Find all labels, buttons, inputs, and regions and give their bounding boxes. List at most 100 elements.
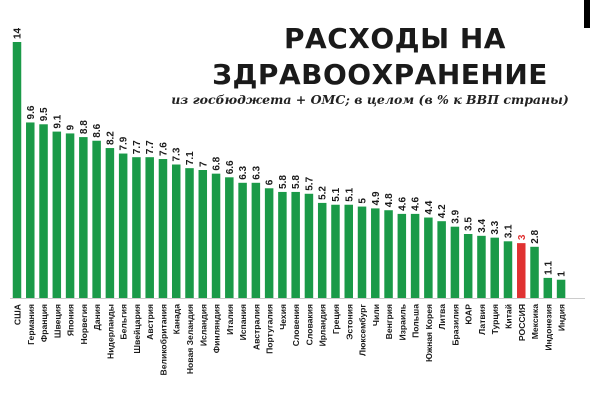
value-label-3: 9.5 <box>39 107 50 121</box>
category-label-5: Япония <box>66 304 76 336</box>
category-label-4: Швеция <box>52 304 62 338</box>
category-label-36: Латвия <box>477 304 487 335</box>
bar-36 <box>477 235 486 298</box>
value-label-19: 6.3 <box>251 165 262 179</box>
value-label-34: 3.9 <box>450 209 461 223</box>
value-label-41: 1.1 <box>543 261 554 275</box>
value-label-35: 3.5 <box>464 217 475 231</box>
bar-40 <box>530 246 539 298</box>
bar-24 <box>317 202 327 298</box>
bar-23 <box>304 193 314 298</box>
value-label-29: 4.8 <box>384 193 395 207</box>
bar-37 <box>490 237 499 298</box>
category-label-31: Польша <box>411 304 421 338</box>
bar-42 <box>556 279 566 298</box>
bar-38 <box>503 241 513 298</box>
category-label-23: Словакия <box>304 304 314 345</box>
bar-30 <box>397 213 407 298</box>
bar-18 <box>238 182 247 298</box>
edge-marker <box>584 0 590 28</box>
category-label-27: Люксембург <box>358 304 368 356</box>
bar-27 <box>357 206 367 298</box>
value-label-28: 4.9 <box>371 191 382 205</box>
category-label-40: Мексика <box>530 304 540 339</box>
bar-32 <box>424 217 433 298</box>
category-label-22: Словения <box>291 304 301 346</box>
category-label-18: Испания <box>238 304 248 340</box>
value-label-10: 7.7 <box>132 140 143 154</box>
value-label-6: 8.8 <box>79 120 90 134</box>
bar-8 <box>105 148 115 298</box>
category-label-32: Южная Корея <box>424 304 434 362</box>
value-label-9: 7.9 <box>119 136 130 150</box>
bar-28 <box>371 208 380 298</box>
bar-2 <box>26 122 35 299</box>
category-label-30: Израиль <box>397 304 407 341</box>
value-label-5: 9 <box>66 124 77 130</box>
category-label-29: Венгрия <box>384 304 394 339</box>
bar-14 <box>185 168 194 298</box>
category-label-8: Нидерланды <box>105 304 115 359</box>
bar-3 <box>39 124 48 298</box>
bar-34 <box>450 226 460 298</box>
chart-subtitle: из госбюджета + ОМС; в целом (в % к ВВП … <box>171 92 569 107</box>
value-label-21: 5.8 <box>278 175 289 189</box>
category-label-13: Канада <box>172 304 182 335</box>
category-label-42: Индия <box>557 304 567 331</box>
value-label-26: 5.1 <box>344 187 355 201</box>
value-label-24: 5.2 <box>318 186 329 200</box>
bar-33 <box>437 221 446 298</box>
value-label-32: 4.4 <box>424 200 435 214</box>
bar-15 <box>198 170 208 298</box>
bar-5 <box>65 133 75 298</box>
bar-20 <box>264 188 274 298</box>
category-label-37: Турция <box>490 304 500 334</box>
category-label-26: Эстония <box>344 304 354 340</box>
chart-title-line1: РАСХОДЫ НА <box>284 22 506 55</box>
category-label-34: Бразилия <box>450 304 460 346</box>
value-label-37: 3.3 <box>490 220 501 234</box>
category-label-14: Новая Зеландия <box>185 304 195 374</box>
value-label-38: 3.1 <box>503 224 514 238</box>
bar-41 <box>543 277 553 298</box>
category-label-16: Финляндия <box>212 304 222 353</box>
bar-25 <box>331 204 340 298</box>
category-label-3: Франция <box>39 304 49 342</box>
category-label-12: Великобритания <box>158 304 168 375</box>
bar-9 <box>118 153 128 298</box>
bar-31 <box>410 213 420 298</box>
bar-39 <box>517 243 526 298</box>
value-label-39: 3 <box>517 234 528 240</box>
value-label-7: 8.6 <box>92 123 103 137</box>
bar-16 <box>211 173 221 298</box>
bar-10 <box>132 157 141 298</box>
bar-1 <box>12 42 22 298</box>
bar-6 <box>79 137 88 298</box>
value-label-11: 7.7 <box>145 140 156 154</box>
bar-17 <box>225 177 234 298</box>
value-label-30: 4.6 <box>397 197 408 211</box>
value-label-8: 8.2 <box>105 131 116 145</box>
category-label-21: Чехия <box>278 304 288 330</box>
bar-11 <box>145 157 154 298</box>
value-label-31: 4.6 <box>411 197 422 211</box>
bar-13 <box>171 164 181 298</box>
value-label-1: 14 <box>13 27 24 39</box>
bar-22 <box>291 191 300 298</box>
value-label-20: 6 <box>265 179 276 185</box>
bar-35 <box>463 234 473 298</box>
category-label-20: Португалия <box>265 304 275 354</box>
category-label-17: Италия <box>225 304 235 335</box>
bar-7 <box>92 140 101 298</box>
category-label-15: Исландия <box>198 304 208 346</box>
chart-title-line2: ЗДРАВООХРАНЕНИЕ <box>212 58 548 91</box>
category-label-10: Швейцария <box>132 304 142 354</box>
value-label-40: 2.8 <box>530 229 541 243</box>
value-label-4: 9.1 <box>52 114 63 128</box>
category-label-11: Австрия <box>145 304 155 340</box>
value-label-36: 3.4 <box>477 218 488 232</box>
category-label-6: Норвегия <box>79 304 89 345</box>
value-label-14: 7.1 <box>185 151 196 165</box>
bar-4 <box>52 131 62 298</box>
